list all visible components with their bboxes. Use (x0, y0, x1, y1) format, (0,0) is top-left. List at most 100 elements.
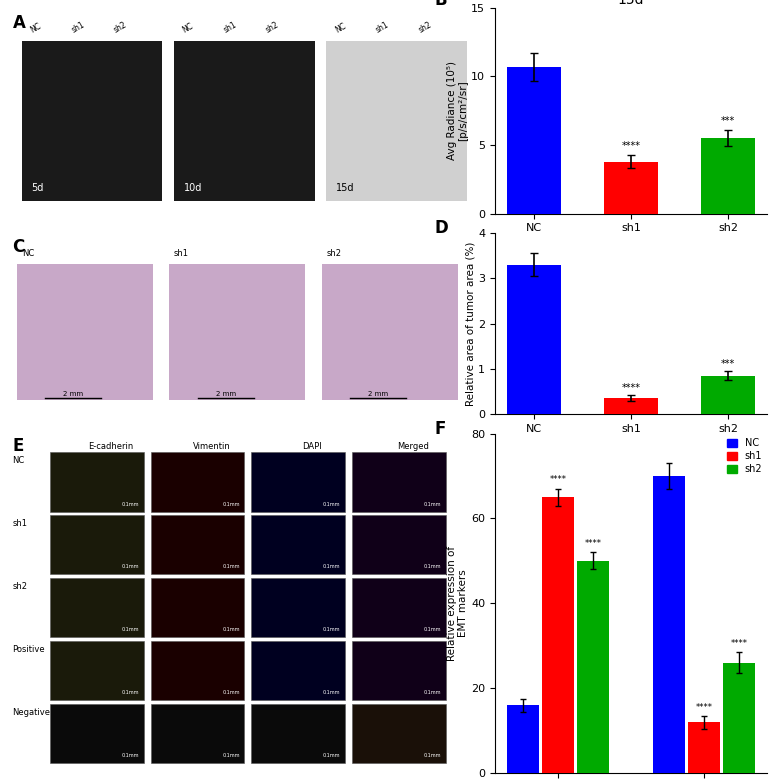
Text: 0.1mm: 0.1mm (323, 565, 340, 569)
Text: Negative: Negative (12, 708, 50, 716)
Text: 10d: 10d (184, 183, 202, 193)
Text: sh2: sh2 (417, 20, 433, 34)
Text: 2 mm: 2 mm (64, 391, 84, 397)
Text: B: B (435, 0, 447, 9)
Bar (251, 578, 345, 637)
Bar (150, 640, 244, 701)
Text: 0.1mm: 0.1mm (122, 690, 139, 695)
Bar (251, 452, 345, 512)
Bar (150, 515, 244, 575)
Text: ***: *** (721, 359, 735, 369)
Text: 0.1mm: 0.1mm (222, 565, 239, 569)
Bar (701, 376, 755, 414)
Text: sh2: sh2 (112, 20, 129, 34)
Bar (251, 704, 345, 763)
Text: NC: NC (181, 21, 195, 34)
Y-axis label: Avg Radiance (10⁵)
[p/s/cm²/sr]: Avg Radiance (10⁵) [p/s/cm²/sr] (446, 61, 468, 160)
FancyBboxPatch shape (22, 41, 163, 201)
Text: 0.1mm: 0.1mm (323, 501, 340, 507)
Bar (50, 515, 143, 575)
FancyBboxPatch shape (174, 41, 315, 201)
Text: 0.1mm: 0.1mm (222, 501, 239, 507)
Text: 0.1mm: 0.1mm (323, 753, 340, 758)
Bar (653, 476, 685, 773)
Text: F: F (435, 420, 446, 438)
Bar (50, 578, 143, 637)
Text: sh1: sh1 (374, 20, 391, 34)
Text: 0.1mm: 0.1mm (424, 501, 441, 507)
Text: NC: NC (29, 21, 43, 34)
Bar (50, 452, 143, 512)
Text: sh2: sh2 (326, 249, 341, 259)
Text: DAPI: DAPI (302, 442, 322, 451)
Text: E-cadherin: E-cadherin (88, 442, 133, 451)
Bar (507, 67, 560, 214)
Bar (542, 497, 574, 773)
Bar (507, 705, 539, 773)
Text: NC: NC (333, 21, 347, 34)
Text: A: A (12, 14, 26, 32)
Text: ****: **** (622, 141, 641, 151)
Text: sh2: sh2 (12, 582, 27, 591)
Text: NC: NC (12, 456, 25, 465)
Bar (251, 640, 345, 701)
Text: ***: *** (721, 116, 735, 126)
Text: ****: **** (695, 703, 712, 711)
Bar (50, 640, 143, 701)
Text: 0.1mm: 0.1mm (122, 627, 139, 633)
Text: Vimentin: Vimentin (193, 442, 230, 451)
Bar (688, 722, 720, 773)
Bar (50, 704, 143, 763)
Bar (604, 398, 658, 414)
Text: 0.1mm: 0.1mm (222, 690, 239, 695)
Legend: NC, sh1, sh2: NC, sh1, sh2 (727, 438, 763, 474)
Bar (723, 663, 755, 773)
Bar (150, 704, 244, 763)
Text: ****: **** (584, 539, 601, 548)
Text: 0.1mm: 0.1mm (424, 565, 441, 569)
Bar (577, 561, 609, 773)
Text: 2 mm: 2 mm (215, 391, 236, 397)
Text: 0.1mm: 0.1mm (424, 690, 441, 695)
Text: 0.1mm: 0.1mm (122, 753, 139, 758)
Text: C: C (12, 238, 25, 256)
Text: 5d: 5d (31, 183, 43, 193)
Text: sh1: sh1 (70, 20, 86, 34)
Text: 0.1mm: 0.1mm (222, 753, 239, 758)
FancyBboxPatch shape (17, 264, 153, 400)
Bar (352, 452, 446, 512)
Bar (352, 578, 446, 637)
Text: sh1: sh1 (222, 20, 239, 34)
Text: 0.1mm: 0.1mm (323, 690, 340, 695)
Bar (701, 138, 755, 214)
Text: 2 mm: 2 mm (368, 391, 388, 397)
Bar (604, 162, 658, 214)
Text: ****: **** (622, 383, 641, 393)
Title: 15d: 15d (618, 0, 644, 7)
Bar (507, 265, 560, 414)
FancyBboxPatch shape (326, 41, 467, 201)
Y-axis label: Relative expression of
EMT markers: Relative expression of EMT markers (446, 546, 468, 661)
Text: Positive: Positive (12, 645, 45, 654)
Text: D: D (435, 219, 449, 237)
Text: 0.1mm: 0.1mm (122, 565, 139, 569)
Bar (352, 704, 446, 763)
Text: 0.1mm: 0.1mm (424, 753, 441, 758)
Text: NC: NC (22, 249, 34, 259)
Text: sh1: sh1 (174, 249, 189, 259)
Text: sh1: sh1 (12, 519, 27, 528)
Text: ****: **** (549, 476, 567, 484)
Y-axis label: Relative area of tumor area (%): Relative area of tumor area (%) (465, 241, 475, 406)
Text: 0.1mm: 0.1mm (222, 627, 239, 633)
Text: 0.1mm: 0.1mm (424, 627, 441, 633)
Text: 0.1mm: 0.1mm (323, 627, 340, 633)
Text: ****: **** (731, 639, 748, 648)
Bar (352, 515, 446, 575)
Text: sh2: sh2 (264, 20, 281, 34)
Bar (352, 640, 446, 701)
FancyBboxPatch shape (170, 264, 305, 400)
Bar (150, 452, 244, 512)
Text: E: E (12, 437, 24, 455)
Bar (150, 578, 244, 637)
Text: Merged: Merged (397, 442, 429, 451)
